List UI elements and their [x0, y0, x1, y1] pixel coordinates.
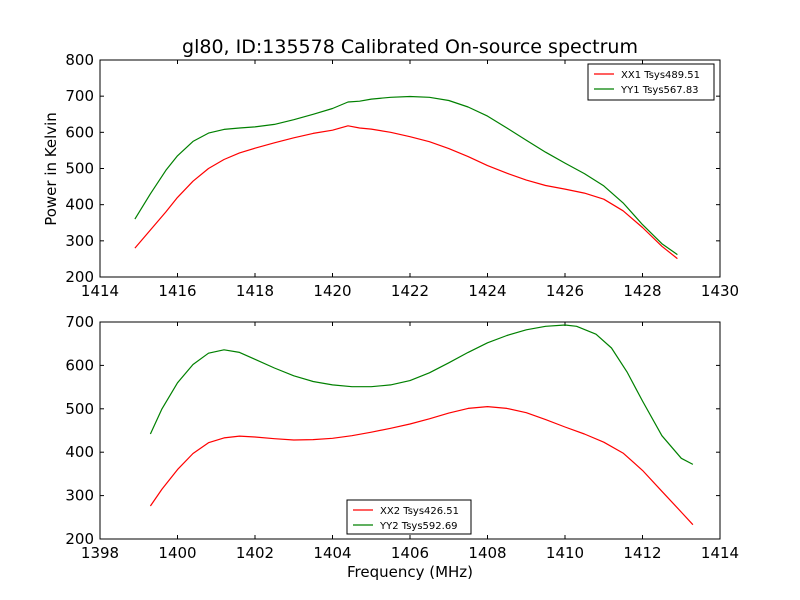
x-tick-label: 1414	[701, 544, 739, 562]
y-axis-label: Power in Kelvin	[42, 112, 60, 226]
x-tick-label: 1412	[623, 544, 661, 562]
x-tick-label: 1406	[391, 544, 429, 562]
x-tick-label: 1416	[158, 282, 196, 300]
legend-label: XX2 Tsys426.51	[380, 506, 459, 517]
legend-label: XX1 Tsys489.51	[621, 70, 700, 81]
x-tick-label: 1430	[701, 282, 739, 300]
legend-label: YY1 Tsys567.83	[620, 85, 699, 96]
y-tick-label: 500	[65, 160, 94, 178]
x-tick-label: 1400	[158, 544, 196, 562]
x-tick-label: 1408	[468, 544, 506, 562]
y-tick-label: 300	[65, 232, 94, 250]
x-tick-label: 1426	[546, 282, 584, 300]
series-line	[134, 95, 678, 256]
x-tick-label: 1428	[623, 282, 661, 300]
chart-title: gl80, ID:135578 Calibrated On-source spe…	[182, 36, 638, 58]
x-axis-label: Frequency (MHz)	[347, 563, 473, 581]
y-tick-label: 300	[65, 487, 94, 505]
bottom-plot: 1398 1400 1402 1404 1406 1408 1410 1412 1414 200 3…	[65, 313, 739, 562]
legend-label: YY2 Tsys592.69	[379, 521, 458, 532]
y-tick-label: 200	[65, 268, 94, 286]
top-plot: 1414 1416 1418 1420 1422 1424 1426 1428 1430 200 3…	[65, 51, 739, 300]
series-line	[134, 125, 678, 260]
legend-box	[346, 499, 472, 535]
y-tick-label: 600	[65, 123, 94, 141]
x-tick-label: 1414	[81, 282, 119, 300]
y-tick-label: 400	[65, 196, 94, 214]
series-line	[149, 324, 694, 465]
y-tick-label: 600	[65, 356, 94, 374]
y-tick-label: 800	[65, 51, 94, 69]
series-line	[149, 406, 694, 526]
x-tick-label: 1424	[468, 282, 506, 300]
x-tick-label: 1420	[313, 282, 351, 300]
y-tick-label: 400	[65, 443, 94, 461]
x-tick-label: 1404	[313, 544, 351, 562]
y-tick-label: 200	[65, 530, 94, 548]
x-tick-label: 1398	[81, 544, 119, 562]
y-tick-label: 700	[65, 313, 94, 331]
x-tick-label: 1422	[391, 282, 429, 300]
x-tick-label: 1418	[236, 282, 274, 300]
x-tick-label: 1402	[236, 544, 274, 562]
legend-box	[587, 63, 715, 101]
y-tick-label: 500	[65, 400, 94, 418]
legend: XX1 Tsys489.51 YY1 Tsys567.83	[587, 63, 715, 101]
y-tick-label: 700	[65, 87, 94, 105]
legend: XX2 Tsys426.51 YY2 Tsys592.69	[346, 499, 472, 535]
x-tick-label: 1410	[546, 544, 584, 562]
